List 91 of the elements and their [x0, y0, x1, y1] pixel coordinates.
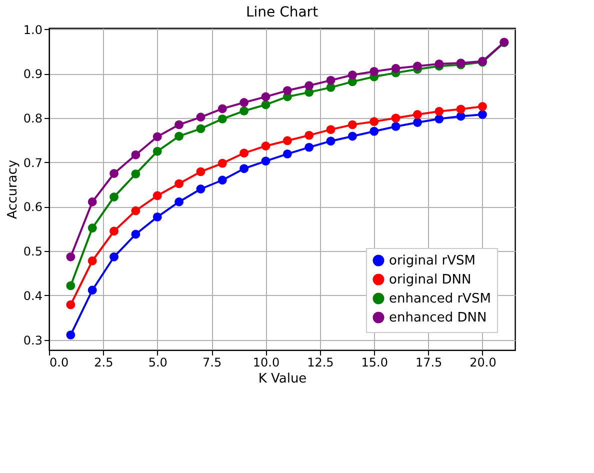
- point: [391, 122, 400, 131]
- point: [131, 150, 140, 160]
- x-tick-label: 17.5: [415, 356, 442, 370]
- point: [434, 106, 444, 116]
- point: [218, 114, 227, 124]
- x-tick-label: 15.0: [361, 356, 388, 370]
- point: [66, 330, 76, 340]
- point: [282, 150, 292, 158]
- point: [370, 126, 379, 136]
- point: [370, 67, 379, 76]
- y-tick-label: 1.0: [23, 22, 42, 37]
- point: [196, 184, 206, 194]
- x-tick-label: 7.5: [202, 356, 222, 370]
- point: [174, 132, 184, 141]
- point: [240, 98, 249, 107]
- x-tick-label: 2.5: [94, 356, 114, 370]
- point: [261, 142, 270, 150]
- point: [240, 106, 249, 116]
- legend-label: original DNN: [389, 272, 472, 288]
- point: [261, 92, 270, 102]
- y-axis-title: Accuracy: [5, 160, 20, 220]
- point: [304, 130, 314, 140]
- point: [174, 197, 184, 206]
- point: [326, 136, 336, 146]
- point: [326, 125, 336, 134]
- point: [66, 252, 76, 262]
- point: [110, 192, 118, 202]
- x-tick-label: 10.0: [252, 356, 280, 370]
- point: [478, 102, 487, 111]
- point: [348, 70, 357, 80]
- point: [88, 286, 97, 295]
- x-tick-label: 0.0: [50, 356, 69, 370]
- point: [152, 191, 162, 200]
- point: [66, 281, 76, 290]
- point: [131, 230, 140, 239]
- point: [261, 100, 270, 110]
- y-tick-label: 0.6: [23, 200, 42, 214]
- point: [110, 252, 118, 262]
- point: [131, 206, 140, 216]
- point: [152, 212, 162, 222]
- point: [196, 124, 206, 134]
- y-tick-label: 0.5: [23, 244, 42, 259]
- point: [412, 118, 422, 127]
- point: [152, 146, 162, 156]
- point: [88, 197, 97, 206]
- y-tick-label: 0.7: [23, 156, 42, 170]
- point: [326, 76, 336, 85]
- x-tick-label: 5.0: [148, 356, 168, 370]
- point: [110, 226, 118, 236]
- y-tick-label: 0.4: [23, 288, 42, 303]
- point: [282, 86, 292, 95]
- point: [304, 142, 314, 152]
- point: [370, 117, 379, 126]
- point: [282, 136, 292, 146]
- x-tick-label: 20.0: [470, 356, 496, 370]
- point: [434, 59, 444, 68]
- point: [391, 64, 400, 73]
- point: [261, 156, 270, 166]
- point: [240, 164, 249, 174]
- point: [196, 112, 206, 122]
- point: [88, 256, 97, 266]
- x-axis-title: K Value: [258, 372, 307, 386]
- point: [478, 110, 487, 119]
- point: [174, 179, 184, 188]
- point: [88, 224, 97, 232]
- y-tick-label: 0.9: [23, 67, 42, 82]
- point: [218, 104, 227, 114]
- point: [131, 169, 140, 178]
- chart-title: Line Chart: [246, 4, 319, 20]
- point: [348, 132, 357, 141]
- point: [152, 132, 162, 142]
- legend-label: original rVSM: [389, 254, 476, 268]
- point: [348, 120, 357, 130]
- point: [66, 300, 76, 310]
- legend-label: enhanced rVSM: [389, 292, 491, 306]
- point: [240, 148, 249, 158]
- point: [218, 158, 227, 168]
- point: [174, 120, 184, 130]
- point: [412, 110, 422, 119]
- point: [110, 169, 118, 178]
- y-tick-label: 0.3: [23, 333, 42, 348]
- point: [196, 167, 206, 176]
- point: [412, 62, 422, 71]
- point: [391, 114, 400, 122]
- point: [304, 81, 314, 90]
- point: [434, 114, 444, 124]
- point: [456, 104, 466, 114]
- legend-label: enhanced DNN: [389, 310, 487, 326]
- point: [218, 176, 227, 185]
- y-tick-label: 0.8: [23, 112, 42, 126]
- x-tick-label: 12.5: [307, 356, 334, 370]
